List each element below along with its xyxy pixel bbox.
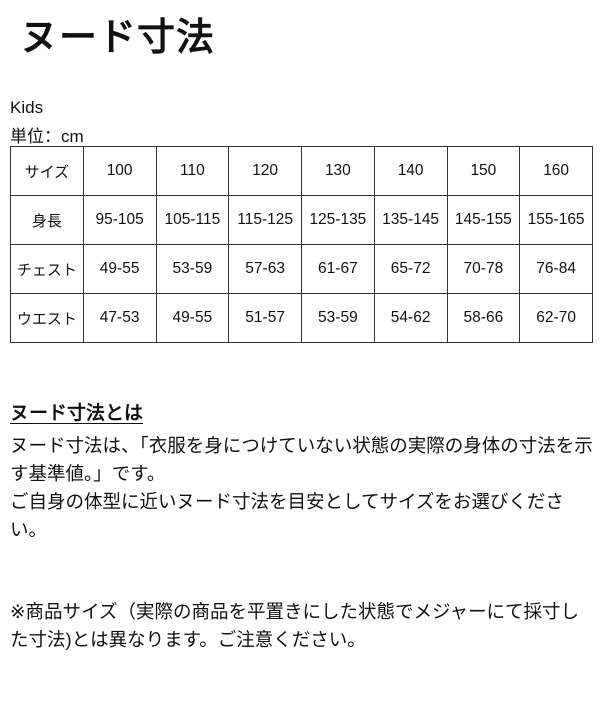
table-row: チェスト 49-55 53-59 57-63 61-67 65-72 70-78 76-84 (10, 244, 593, 294)
table-cell: 95-105 (82, 195, 157, 245)
table-cell: 160 (519, 146, 593, 196)
table-cell: 49-55 (155, 293, 230, 343)
table-cell: 105-115 (155, 195, 230, 245)
row-label: チェスト (10, 244, 84, 294)
page-title: ヌード寸法 (20, 17, 216, 59)
table-cell: 100 (82, 146, 157, 196)
body-paragraph: ヌード寸法は、「衣服を身につけていない状態の実際の身体の寸法を示す基準値。」です… (10, 435, 593, 484)
table-cell: 65-72 (373, 244, 448, 294)
table-cell: 51-57 (228, 293, 302, 343)
table-cell: 70-78 (446, 244, 521, 294)
table-cell: 155-165 (519, 195, 593, 245)
table-cell: 140 (373, 146, 448, 196)
category-label: Kids (10, 98, 44, 117)
table-cell: 125-135 (301, 195, 375, 245)
table-row: ウエスト 47-53 49-55 51-57 53-59 54-62 58-66 62-70 (10, 293, 593, 343)
row-label: 身長 (10, 195, 84, 245)
table-header-row: サイズ 100 110 120 130 140 150 160 (10, 146, 593, 196)
size-table: サイズ 100 110 120 130 140 150 160 身長 95-105 105-115 1… (10, 146, 593, 343)
row-label: サイズ (10, 146, 84, 196)
table-cell: 49-55 (82, 244, 157, 294)
table-cell: 115-125 (228, 195, 302, 245)
table-cell: 150 (446, 146, 521, 196)
unit-label: 単位：cm (10, 127, 84, 146)
table-cell: 135-145 (373, 195, 448, 245)
section-body: ヌード寸法は、「衣服を身につけていない状態の実際の身体の寸法を示す基準値。」です… (10, 432, 595, 544)
table-cell: 53-59 (155, 244, 230, 294)
section-heading: ヌード寸法とは (10, 403, 144, 424)
table-cell: 57-63 (228, 244, 302, 294)
table-cell: 54-62 (373, 293, 448, 343)
table-row: 身長 95-105 105-115 115-125 125-135 135-145 145-… (10, 195, 593, 245)
row-label: ウエスト (10, 293, 84, 343)
table-cell: 62-70 (519, 293, 593, 343)
table-cell: 53-59 (301, 293, 375, 343)
table-cell: 76-84 (519, 244, 593, 294)
table-cell: 58-66 (446, 293, 521, 343)
table-cell: 47-53 (82, 293, 157, 343)
table-cell: 110 (155, 146, 230, 196)
table-cell: 145-155 (446, 195, 521, 245)
footnote: ※商品サイズ（実際の商品を平置きにした状態でメジャーにて採寸した寸法)とは異なり… (10, 601, 580, 650)
body-paragraph: ご自身の体型に近いヌード寸法を目安としてサイズをお選びください。 (10, 491, 564, 540)
table-cell: 61-67 (301, 244, 375, 294)
table-cell: 120 (228, 146, 302, 196)
table-cell: 130 (301, 146, 375, 196)
